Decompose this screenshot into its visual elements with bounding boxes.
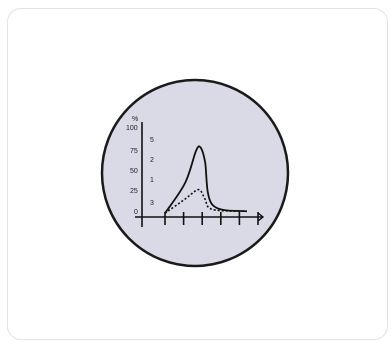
left-tick-25: 25: [130, 188, 138, 195]
right-tick-2: 2: [150, 157, 154, 164]
y-axis-unit-label: %: [132, 116, 138, 123]
solid-series-line: [164, 145, 248, 214]
right-tick-3: 3: [150, 200, 154, 207]
right-tick-5: 5: [150, 137, 154, 144]
x-ticks: [164, 212, 265, 225]
dotted-series-line: [164, 188, 247, 214]
left-tick-50: 50: [130, 168, 138, 175]
right-tick-1: 1: [150, 177, 154, 184]
left-tick-75: 75: [130, 148, 138, 155]
left-tick-100: 100: [126, 125, 138, 132]
chart-axes: [135, 122, 263, 227]
series-layer: [164, 145, 248, 214]
chart-circle-background: [100, 78, 290, 268]
x-axis-arrow-icon: [257, 212, 265, 222]
left-tick-0: 0: [134, 209, 138, 216]
